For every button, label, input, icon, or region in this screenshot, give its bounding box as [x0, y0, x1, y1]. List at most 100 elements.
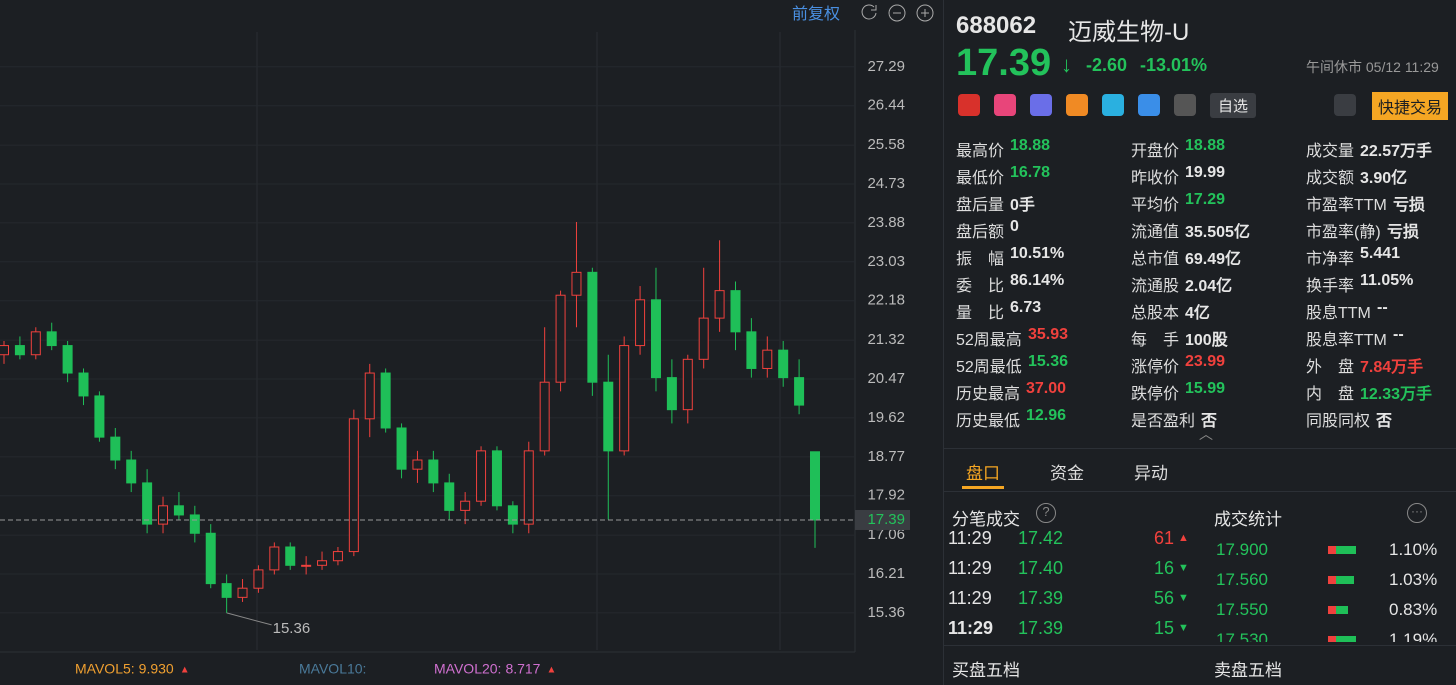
volume-stats: 17.900 1.10% 17.560 1.03% 17.550 0.83% 17.530 1… — [944, 530, 1456, 642]
candle-body — [778, 349, 789, 379]
candle-body — [635, 299, 646, 347]
zoom-in-icon — [921, 9, 929, 17]
stat-value: 22.57万手 — [1360, 143, 1433, 160]
y-tick-label: 26.44 — [867, 97, 905, 114]
tab[interactable]: 资金 — [1050, 464, 1084, 483]
ticks-title: 分笔成交 — [952, 510, 1020, 529]
candle-body — [412, 459, 423, 470]
candle-body — [762, 349, 773, 369]
stock-name: 迈威生物-U — [1068, 19, 1190, 46]
icon-tag[interactable] — [1138, 94, 1160, 116]
stat-value: -- — [1377, 299, 1388, 316]
tab[interactable]: 异动 — [1134, 464, 1168, 483]
indicator-name: MAVOL10: — [299, 661, 366, 677]
adjust-button[interactable]: 前复权 — [792, 5, 840, 23]
candle-body — [30, 331, 41, 356]
icon-note[interactable] — [1174, 94, 1196, 116]
stat-label: 换手率 — [1306, 278, 1355, 295]
stat-label: 市盈率(静) — [1306, 224, 1381, 241]
reset[interactable] — [861, 4, 877, 20]
stat-value: 0 — [1010, 218, 1019, 235]
y-tick-label: 25.58 — [867, 136, 905, 153]
trade-button[interactable]: 快捷交易 — [1372, 92, 1449, 120]
stat-label: 昨收价 — [1131, 170, 1180, 187]
stat-value: 7.84万手 — [1360, 359, 1424, 376]
ratio-bar-buy — [1328, 606, 1336, 614]
stat-value: 0手 — [1010, 197, 1035, 214]
candle-body — [173, 505, 184, 516]
candle-body — [476, 450, 487, 502]
icon-shuffle[interactable] — [1102, 94, 1124, 116]
stat-value: 6.73 — [1010, 299, 1042, 316]
stat-value: 69.49亿 — [1185, 251, 1242, 268]
stat-value: 18.88 — [1185, 137, 1226, 154]
stat-label: 股息率TTM — [1306, 332, 1387, 349]
candle-body — [380, 372, 391, 429]
trade-volume: 15 — [1153, 618, 1174, 638]
stat-value: 100股 — [1185, 332, 1228, 349]
icon-flag[interactable] — [958, 94, 980, 116]
candle-body — [348, 418, 359, 553]
candle-body — [460, 500, 471, 511]
stat-label: 跌停价 — [1131, 386, 1180, 403]
candle-body — [78, 372, 89, 397]
alert-button[interactable] — [1334, 94, 1356, 116]
trade-volume: 61 — [1153, 530, 1174, 548]
trade-time: 11:29 — [948, 618, 994, 638]
candle-body — [587, 271, 598, 383]
y-tick-label: 17.06 — [867, 526, 905, 543]
icon-db[interactable] — [1030, 94, 1052, 116]
stat-value: 86.14% — [1010, 272, 1065, 289]
price: 17.39 — [956, 42, 1052, 84]
watch-button[interactable]: 自选 — [1210, 93, 1257, 118]
watch-label: 自选 — [1218, 98, 1249, 115]
trade-price: 17.42 — [1018, 530, 1064, 548]
stat-label: 振 幅 — [956, 251, 1005, 268]
trade-arrow: ▼ — [1178, 592, 1189, 604]
y-tick-label: 16.21 — [867, 565, 905, 582]
trade-arrow: ▲ — [1178, 532, 1189, 544]
more[interactable]: ··· — [1407, 503, 1427, 523]
tab[interactable]: 盘口 — [966, 464, 1000, 483]
ratio-bar-sell — [1336, 576, 1354, 584]
candle-body — [285, 546, 296, 566]
collapse[interactable]: ︿ — [1199, 426, 1213, 442]
stat-price: 17.550 — [1216, 600, 1268, 619]
candle-body — [205, 532, 216, 585]
icon-margin[interactable] — [994, 94, 1016, 116]
stat-value: 15.99 — [1185, 380, 1226, 397]
stat-value: 亏损 — [1387, 224, 1420, 241]
market-status: 午间休市 05/12 11:29 — [1306, 59, 1439, 75]
zoom-out[interactable] — [888, 4, 906, 22]
candle-body — [221, 583, 232, 598]
candle-body — [158, 505, 169, 525]
stat-label: 成交额 — [1306, 170, 1355, 187]
low-pointer — [226, 612, 272, 626]
candle-body — [237, 587, 248, 598]
trade-time: 11:29 — [948, 588, 992, 608]
stat-label: 盘后额 — [956, 224, 1005, 241]
candle-body — [428, 459, 439, 484]
ratio-bar-buy — [1328, 546, 1336, 554]
candle-body — [714, 290, 725, 319]
y-tick-label: 24.73 — [867, 175, 905, 192]
indicator-arrow: ▲ — [546, 665, 556, 676]
candle-body — [666, 377, 677, 411]
stat-value: 15.36 — [1028, 353, 1069, 370]
stat-label: 每 手 — [1131, 332, 1180, 349]
bid-title: 买盘五档 — [952, 661, 1020, 680]
y-tick-label: 27.29 — [867, 58, 905, 75]
stat-label: 流通股 — [1131, 278, 1180, 295]
help[interactable]: ? — [1036, 503, 1056, 523]
stat-value: 2.04亿 — [1185, 278, 1233, 295]
stat-value: 19.99 — [1185, 164, 1226, 181]
trade-price: 17.39 — [1018, 588, 1064, 608]
trade-price: 17.40 — [1018, 558, 1064, 578]
price-tag — [855, 509, 910, 530]
stat-value: 否 — [1201, 413, 1218, 430]
zoom-in[interactable] — [916, 4, 934, 22]
candle-body — [110, 436, 121, 461]
icon-balance[interactable] — [1066, 94, 1088, 116]
candle-body — [0, 345, 9, 356]
stat-label: 市净率 — [1306, 251, 1355, 268]
